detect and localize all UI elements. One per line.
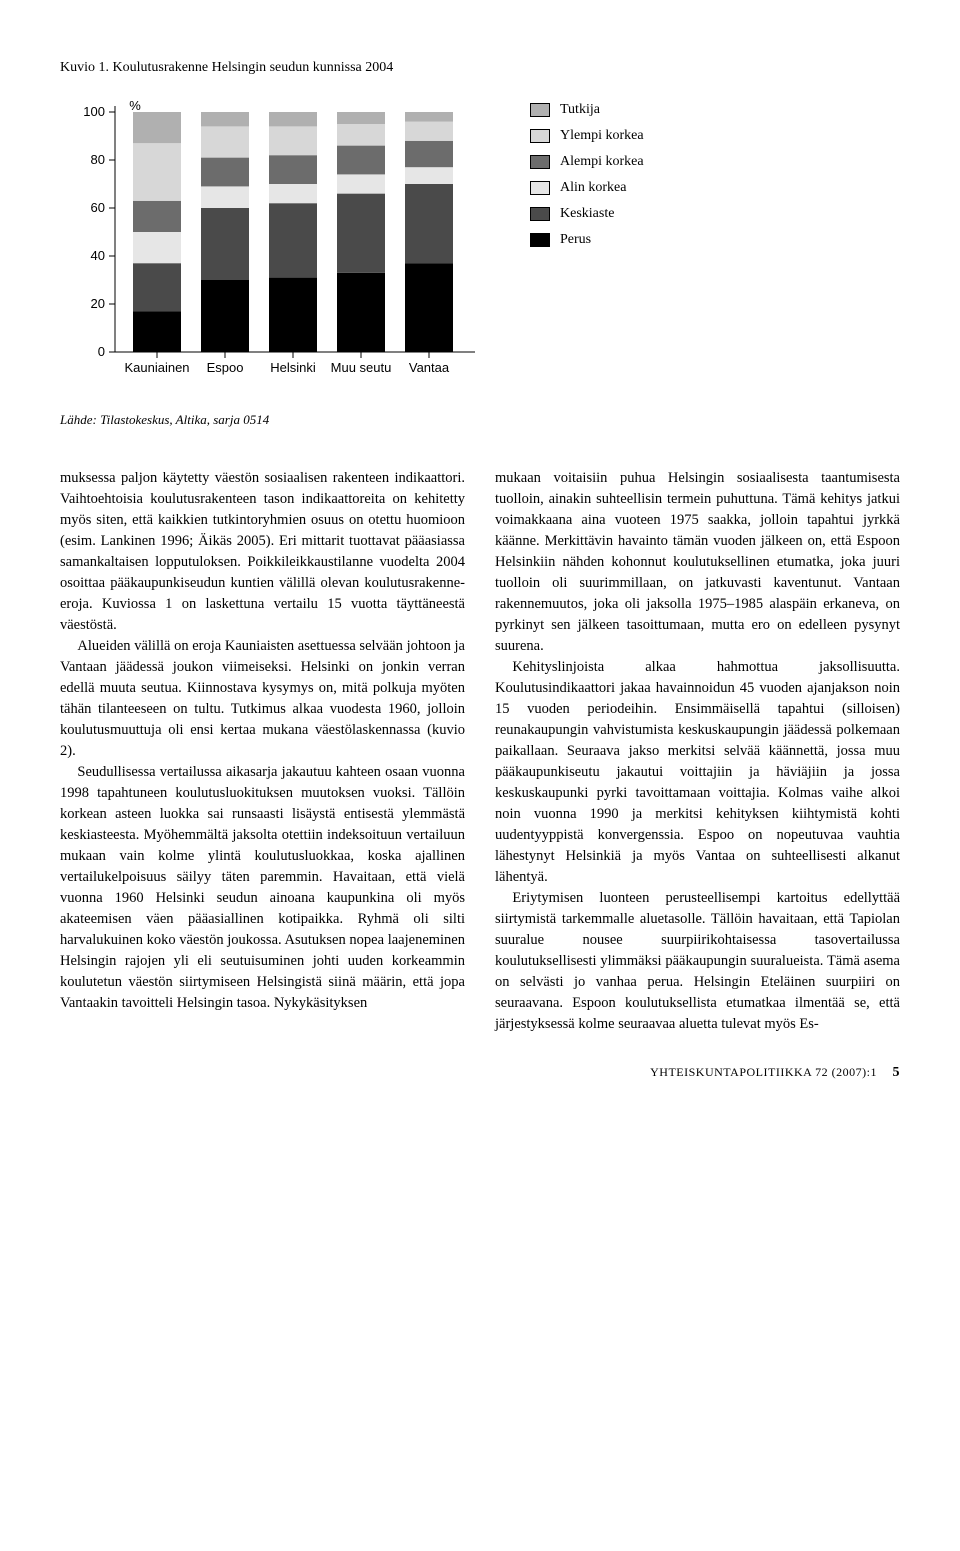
legend-label: Keskiaste <box>560 206 614 222</box>
svg-text:100: 100 <box>83 104 105 119</box>
bar-chart: 0 20 40 60 80 100% Kauniainen Espoo Helsinki Muu … <box>60 92 490 392</box>
chart-source: Lähde: Tilastokeskus, Altika, sarja 0514 <box>60 412 900 428</box>
legend-swatch <box>530 207 550 221</box>
paragraph: Eriytymisen luonteen perusteellisempi ka… <box>495 888 900 1035</box>
svg-text:Espoo: Espoo <box>207 360 244 375</box>
legend-label: Alin korkea <box>560 180 626 196</box>
page-number: 5 <box>893 1065 901 1080</box>
paragraph: Alueiden välillä on eroja Kauniaisten as… <box>60 636 465 762</box>
figure-title: Kuvio 1. Koulutusrakenne Helsingin seudu… <box>60 60 900 76</box>
svg-text:60: 60 <box>91 200 105 215</box>
legend-label: Tutkija <box>560 102 600 118</box>
svg-text:20: 20 <box>91 296 105 311</box>
legend-swatch <box>530 129 550 143</box>
svg-text:0: 0 <box>98 344 105 359</box>
paragraph: Kehityslinjoista alkaa hahmottua jaksoll… <box>495 657 900 888</box>
legend-label: Perus <box>560 232 591 248</box>
svg-text:%: % <box>129 98 141 113</box>
chart-container: 0 20 40 60 80 100% Kauniainen Espoo Helsinki Muu … <box>60 92 900 392</box>
legend-item: Alempi korkea <box>530 154 644 170</box>
paragraph: mukaan voitaisiin puhua Helsingin sosiaa… <box>495 468 900 657</box>
legend-swatch <box>530 181 550 195</box>
legend-swatch <box>530 233 550 247</box>
legend-item: Perus <box>530 232 644 248</box>
svg-text:80: 80 <box>91 152 105 167</box>
journal-ref: YHTEISKUNTAPOLITIIKKA 72 (2007):1 <box>650 1065 877 1079</box>
paragraph: Seudullisessa vertailussa aikasarja jaka… <box>60 762 465 1014</box>
svg-text:Helsinki: Helsinki <box>270 360 316 375</box>
svg-text:Vantaa: Vantaa <box>409 360 450 375</box>
svg-text:40: 40 <box>91 248 105 263</box>
legend-item: Alin korkea <box>530 180 644 196</box>
legend-item: Keskiaste <box>530 206 644 222</box>
svg-text:Muu seutu: Muu seutu <box>331 360 392 375</box>
paragraph: muksessa paljon käytetty väestön sosiaal… <box>60 468 465 636</box>
legend-item: Ylempi korkea <box>530 128 644 144</box>
legend-swatch <box>530 155 550 169</box>
legend-swatch <box>530 103 550 117</box>
body-text: muksessa paljon käytetty väestön sosiaal… <box>60 468 900 1035</box>
legend-label: Ylempi korkea <box>560 128 644 144</box>
legend-item: Tutkija <box>530 102 644 118</box>
svg-text:Kauniainen: Kauniainen <box>124 360 189 375</box>
legend-label: Alempi korkea <box>560 154 644 170</box>
chart-legend: Tutkija Ylempi korkea Alempi korkea Alin ko… <box>530 102 644 258</box>
page-footer: YHTEISKUNTAPOLITIIKKA 72 (2007):1 5 <box>60 1065 900 1081</box>
